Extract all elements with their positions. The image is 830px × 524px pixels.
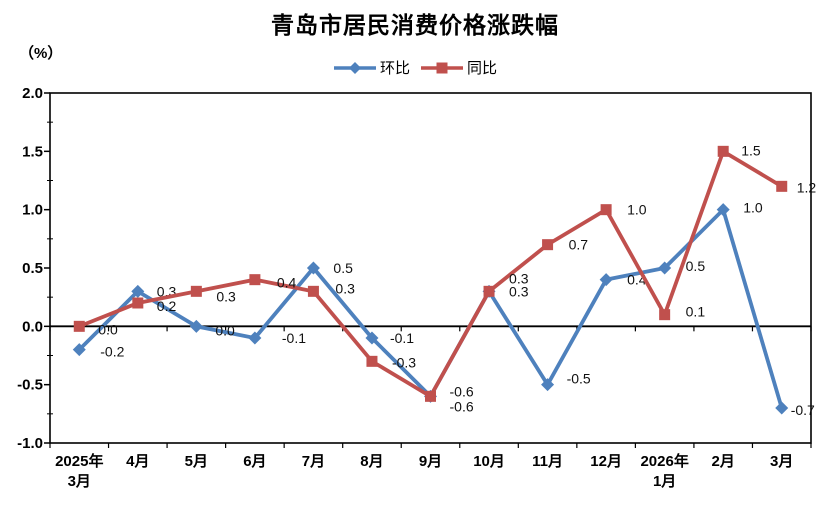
square-marker-icon	[436, 62, 448, 73]
data-point-tongbi	[600, 204, 612, 216]
data-label-huanbi: -0.1	[390, 330, 414, 346]
data-label-huanbi: -0.7	[791, 402, 815, 418]
y-tick-label: -0.5	[17, 377, 43, 394]
plot-area: 2.0 1.5 1.0 0.5 0.0 -0.5 -1.0 2025年 3月 4月 5月 6月 7月 8月…	[17, 85, 817, 490]
x-tick-label: 11月	[532, 453, 563, 470]
data-point-tongbi	[132, 297, 144, 309]
x-tick-label: 7月	[302, 453, 325, 470]
y-tick-label: 2.0	[22, 85, 43, 102]
data-label-huanbi: 0.0	[215, 322, 235, 338]
data-point-huanbi	[131, 284, 145, 298]
data-label-tongbi: 0.7	[569, 237, 589, 253]
data-label-huanbi: 0.5	[333, 260, 353, 276]
x-tick-label: 3月	[770, 453, 793, 470]
y-tick-label: 0.0	[22, 318, 43, 335]
data-point-huanbi	[599, 273, 613, 287]
data-point-huanbi	[775, 401, 789, 415]
y-tick-label: 1.5	[22, 143, 43, 160]
data-point-tongbi	[483, 285, 495, 297]
diamond-marker-icon	[348, 61, 361, 74]
y-tick-label: 0.5	[22, 260, 43, 277]
data-label-tongbi: 1.2	[797, 179, 817, 195]
data-label-tongbi: -0.3	[392, 354, 416, 370]
data-label-huanbi: -0.1	[282, 330, 306, 346]
x-tick-label: 2025年 3月	[55, 452, 103, 490]
data-label-tongbi: 0.0	[98, 321, 118, 337]
data-point-huanbi	[658, 261, 672, 275]
legend-item-huanbi: 环比	[333, 57, 410, 78]
data-label-tongbi: -0.6	[450, 383, 474, 399]
x-tick-label: 10月	[473, 453, 505, 470]
data-point-tongbi	[366, 355, 378, 367]
legend-item-tongbi: 同比	[420, 57, 497, 78]
data-point-huanbi	[248, 331, 262, 345]
chart-title: 青岛市居民消费价格涨跌幅	[271, 12, 559, 38]
x-tick-label: 9月	[419, 453, 442, 470]
data-point-huanbi	[716, 203, 730, 217]
data-point-tongbi	[659, 309, 671, 321]
x-tick-label: 12月	[590, 453, 622, 470]
data-label-huanbi: -0.2	[100, 344, 124, 360]
data-point-huanbi	[365, 331, 379, 345]
data-point-tongbi	[425, 390, 436, 402]
data-point-huanbi	[72, 343, 86, 357]
data-point-huanbi	[306, 261, 320, 275]
data-point-tongbi	[73, 320, 85, 332]
data-label-tongbi: 0.3	[509, 270, 529, 286]
data-label-tongbi: 0.2	[157, 298, 177, 314]
data-label-huanbi: -0.5	[567, 371, 591, 387]
legend-label-huanbi: 环比	[379, 60, 410, 77]
data-point-tongbi	[190, 285, 202, 297]
x-tick-label: 4月	[126, 453, 149, 470]
data-label-tongbi: 0.3	[216, 288, 236, 304]
series-line-tongbi	[77, 149, 784, 399]
legend-label-tongbi: 同比	[467, 60, 498, 77]
y-tick-label: 1.0	[22, 202, 43, 219]
y-tick-label: -1.0	[17, 435, 43, 452]
data-point-tongbi	[249, 274, 261, 286]
data-label-huanbi: 0.5	[686, 258, 706, 274]
tongbi-line-marker-icon	[421, 62, 463, 73]
data-label-huanbi: -0.6	[450, 398, 474, 414]
x-tick-label: 2026年 1月	[640, 452, 688, 490]
x-tick-label: 8月	[360, 453, 383, 470]
data-label-huanbi: 1.0	[743, 200, 763, 216]
huanbi-line-marker-icon	[333, 61, 376, 74]
y-axis-unit-label: （%）	[19, 45, 63, 62]
data-point-tongbi	[307, 285, 319, 297]
series-line-huanbi	[77, 207, 784, 410]
x-tick-label: 6月	[243, 453, 266, 470]
data-point-huanbi	[541, 378, 555, 392]
data-point-huanbi	[189, 319, 203, 333]
data-label-tongbi: 1.0	[627, 202, 647, 218]
data-label-tongbi: 1.5	[741, 142, 761, 158]
data-point-tongbi	[717, 145, 729, 157]
x-tick-label: 5月	[185, 453, 208, 470]
data-label-tongbi: 0.4	[277, 275, 297, 291]
data-label-huanbi: 0.3	[509, 283, 529, 299]
data-point-tongbi	[542, 239, 554, 251]
data-label-tongbi: 0.1	[686, 304, 706, 320]
data-label-tongbi: 0.3	[335, 280, 355, 296]
data-point-tongbi	[776, 180, 788, 192]
chart-legend: 环比 同比	[0, 57, 830, 78]
x-tick-label: 2月	[712, 453, 735, 470]
